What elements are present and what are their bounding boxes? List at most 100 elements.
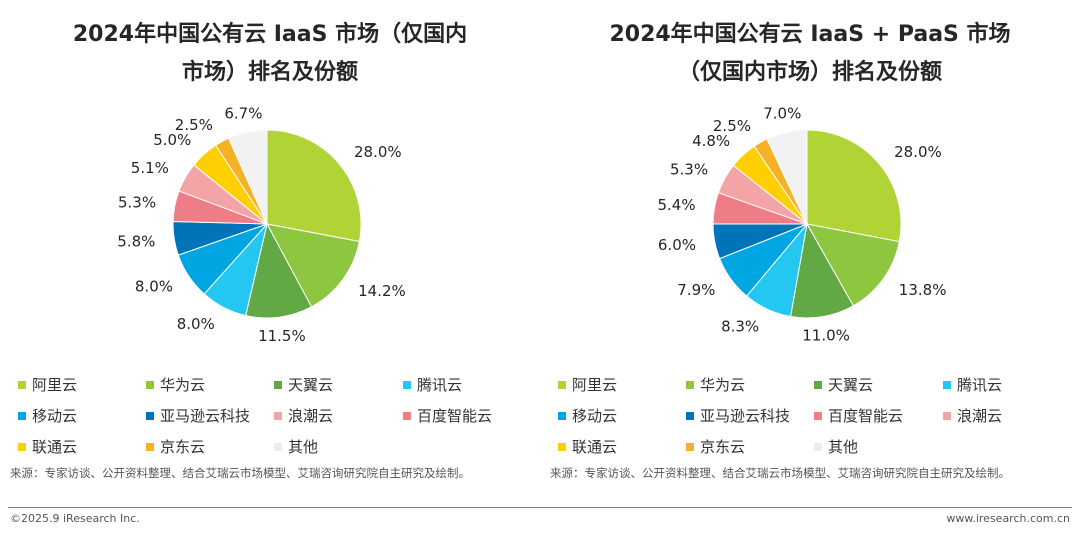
legend-item: 天翼云 [274,374,333,396]
legend-swatch [943,412,951,420]
footer-divider [8,507,1072,508]
legend-item: 阿里云 [558,374,617,396]
slice-label: 11.0% [802,326,850,344]
legend-label: 天翼云 [288,376,334,394]
slice-label: 7.9% [677,281,715,299]
legend-item: 移动云 [18,405,77,427]
slice-label: 5.1% [131,159,169,177]
legend-swatch [686,443,694,451]
slice-label: 6.0% [658,236,696,254]
legend-label: 华为云 [700,376,746,394]
legend-label: 京东云 [160,438,206,456]
legend-swatch [403,412,411,420]
legend-label: 联通云 [32,438,78,456]
slice-label: 5.4% [657,196,695,214]
legend-label: 华为云 [160,376,206,394]
slice-label: 8.3% [721,317,759,335]
source-note: 来源：专家访谈、公开资料整理、结合艾瑞云市场模型、艾瑞咨询研究院自主研究及绘制。 [10,466,470,480]
legend-item: 华为云 [686,374,745,396]
legend-label: 移动云 [32,407,78,425]
legend-swatch [274,381,282,389]
pie-slice [266,223,360,308]
legend-label: 腾讯云 [417,376,463,394]
legend-swatch [558,381,566,389]
legend-item: 百度智能云 [814,405,903,427]
legend-swatch [558,443,566,451]
legend-item: 腾讯云 [943,374,1002,396]
legend-item: 亚马逊云科技 [146,405,250,427]
chart-title-line-1: 2024年中国公有云 IaaS + PaaS 市场 [609,22,1011,47]
legend-item: 浪潮云 [943,405,1002,427]
pie-slice [806,129,902,243]
legend-item: 其他 [814,436,858,458]
slice-label: 2.5% [175,116,213,134]
legend-swatch [814,443,822,451]
legend-label: 亚马逊云科技 [700,407,791,425]
legend-swatch [146,412,154,420]
legend-label: 浪潮云 [957,407,1003,425]
legend-item: 京东云 [146,436,205,458]
legend-item: 天翼云 [814,374,873,396]
footer-copyright: ©2025.9 iResearch Inc. [10,512,140,525]
legend-swatch [274,443,282,451]
legend-swatch [18,443,26,451]
legend-item: 华为云 [146,374,205,396]
legend-label: 百度智能云 [828,407,904,425]
legend-label: 其他 [828,438,859,456]
legend-item: 其他 [274,436,318,458]
right-chart-panel: 2024年中国公有云 IaaS + PaaS 市场 （仅国内市场）排名及份额 2… [540,0,1080,505]
pie-slice [766,129,808,225]
legend-item: 联通云 [558,436,617,458]
legend-swatch [686,381,694,389]
legend-item: 联通云 [18,436,77,458]
slice-label: 28.0% [894,143,942,161]
slice-label: 8.0% [177,315,215,333]
chart-title-line-2: （仅国内市场）排名及份额 [677,60,942,85]
slice-label: 5.0% [153,131,191,149]
legend-label: 阿里云 [572,376,618,394]
legend-item: 腾讯云 [403,374,462,396]
slice-label: 11.5% [258,327,306,345]
legend-item: 京东云 [686,436,745,458]
legend-label: 联通云 [572,438,618,456]
legend-item: 亚马逊云科技 [686,405,790,427]
legend-label: 天翼云 [828,376,874,394]
chart-title: 2024年中国公有云 IaaS 市场（仅国内 市场）排名及份额 [20,16,520,92]
legend-swatch [943,381,951,389]
legend-swatch [814,381,822,389]
pie-slice [266,129,362,243]
pie-slice [227,129,268,225]
slice-label: 4.8% [692,132,730,150]
pie-chart: 28.0% 13.8% 11.0% 8.3% 7.9% 6.0% 5.4% 5.3% 4.8%2… [657,105,947,345]
source-note: 来源：专家访谈、公开资料整理、结合艾瑞云市场模型、艾瑞咨询研究院自主研究及绘制。 [550,466,1010,480]
slice-label: 6.7% [224,105,262,123]
legend-item: 百度智能云 [403,405,492,427]
legend-swatch [403,381,411,389]
slice-label: 5.3% [670,160,708,178]
pie-slice [806,223,900,307]
slice-label: 7.0% [763,105,801,123]
legend-label: 移动云 [572,407,618,425]
legend-label: 京东云 [700,438,746,456]
slice-label: 28.0% [354,143,402,161]
chart-title-line-1: 2024年中国公有云 IaaS 市场（仅国内 [72,22,468,47]
slice-label: 2.5% [713,117,751,135]
chart-title: 2024年中国公有云 IaaS + PaaS 市场 （仅国内市场）排名及份额 [560,16,1060,92]
legend-label: 亚马逊云科技 [160,407,251,425]
pie-chart: 28.0% 14.2% 11.5% 8.0% 8.0% 5.8% 5.3% 5.1% 5.0%2… [117,105,406,346]
legend-swatch [558,412,566,420]
legend-item: 浪潮云 [274,405,333,427]
legend-swatch [18,412,26,420]
slice-label: 13.8% [899,281,947,299]
legend-swatch [814,412,822,420]
legend-item: 移动云 [558,405,617,427]
footer-website[interactable]: www.iresearch.com.cn [946,512,1070,525]
legend-label: 腾讯云 [957,376,1003,394]
slice-label: 8.0% [135,278,173,296]
chart-title-line-2: 市场）排名及份额 [181,60,358,85]
legend-swatch [146,381,154,389]
slice-label: 14.2% [358,282,406,300]
legend-label: 百度智能云 [417,407,493,425]
legend-swatch [146,443,154,451]
slice-label: 5.3% [118,193,156,211]
